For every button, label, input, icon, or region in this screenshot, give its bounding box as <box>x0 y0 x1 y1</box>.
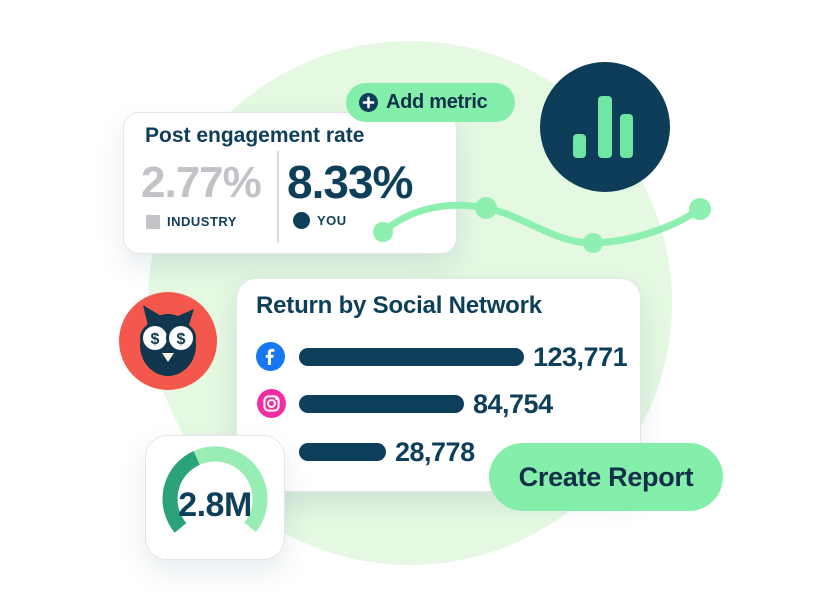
network-bar-3 <box>299 443 386 461</box>
owl-eye-dollar: $ <box>177 331 186 348</box>
you-value: 8.33% <box>287 156 413 208</box>
gauge-arc-dark <box>162 451 201 533</box>
owl-beak <box>162 353 174 362</box>
instagram-bar <box>299 395 464 413</box>
metric-divider <box>277 151 279 243</box>
bar-chart-icon-bar <box>620 114 633 158</box>
industry-value: 2.77% <box>141 158 262 207</box>
owl-eye-right <box>166 323 196 353</box>
mascot-badge: $ $ <box>119 292 217 390</box>
hootsuite-owl-icon: $ $ <box>119 292 217 390</box>
bar-chart-icon-bar <box>598 96 612 158</box>
facebook-icon <box>256 342 285 371</box>
facebook-value: 123,771 <box>533 342 628 372</box>
gauge-card: 2.8M <box>145 435 285 560</box>
bar-chart-icon-bar <box>573 134 586 158</box>
engagement-card-title: Post engagement rate <box>145 124 365 147</box>
owl-eye-dollar: $ <box>151 331 160 348</box>
add-metric-label: Add metric <box>386 91 488 113</box>
network-value-3: 28,778 <box>395 437 475 467</box>
create-report-label: Create Report <box>518 461 694 492</box>
add-metric-button[interactable]: Add metric <box>346 83 515 122</box>
instagram-value: 84,754 <box>473 389 553 419</box>
industry-legend: INDUSTRY <box>146 214 237 229</box>
sparkline-dot <box>689 198 711 220</box>
gauge-arc-light <box>193 446 268 533</box>
you-label: YOU <box>317 213 347 228</box>
return-card-title: Return by Social Network <box>256 292 542 319</box>
create-report-button[interactable]: Create Report <box>489 443 723 511</box>
instagram-icon <box>257 389 286 418</box>
industry-swatch <box>146 214 160 229</box>
industry-label: INDUSTRY <box>167 214 237 229</box>
you-legend: YOU <box>293 212 347 229</box>
plus-icon <box>359 93 378 112</box>
facebook-bar <box>299 348 524 366</box>
gauge-arc <box>162 446 268 533</box>
post-engagement-card: Post engagement rate 2.77% 8.33% INDUSTR… <box>123 112 457 254</box>
analytics-badge <box>540 62 670 192</box>
gauge-value: 2.8M <box>178 486 252 524</box>
you-swatch <box>293 212 310 229</box>
